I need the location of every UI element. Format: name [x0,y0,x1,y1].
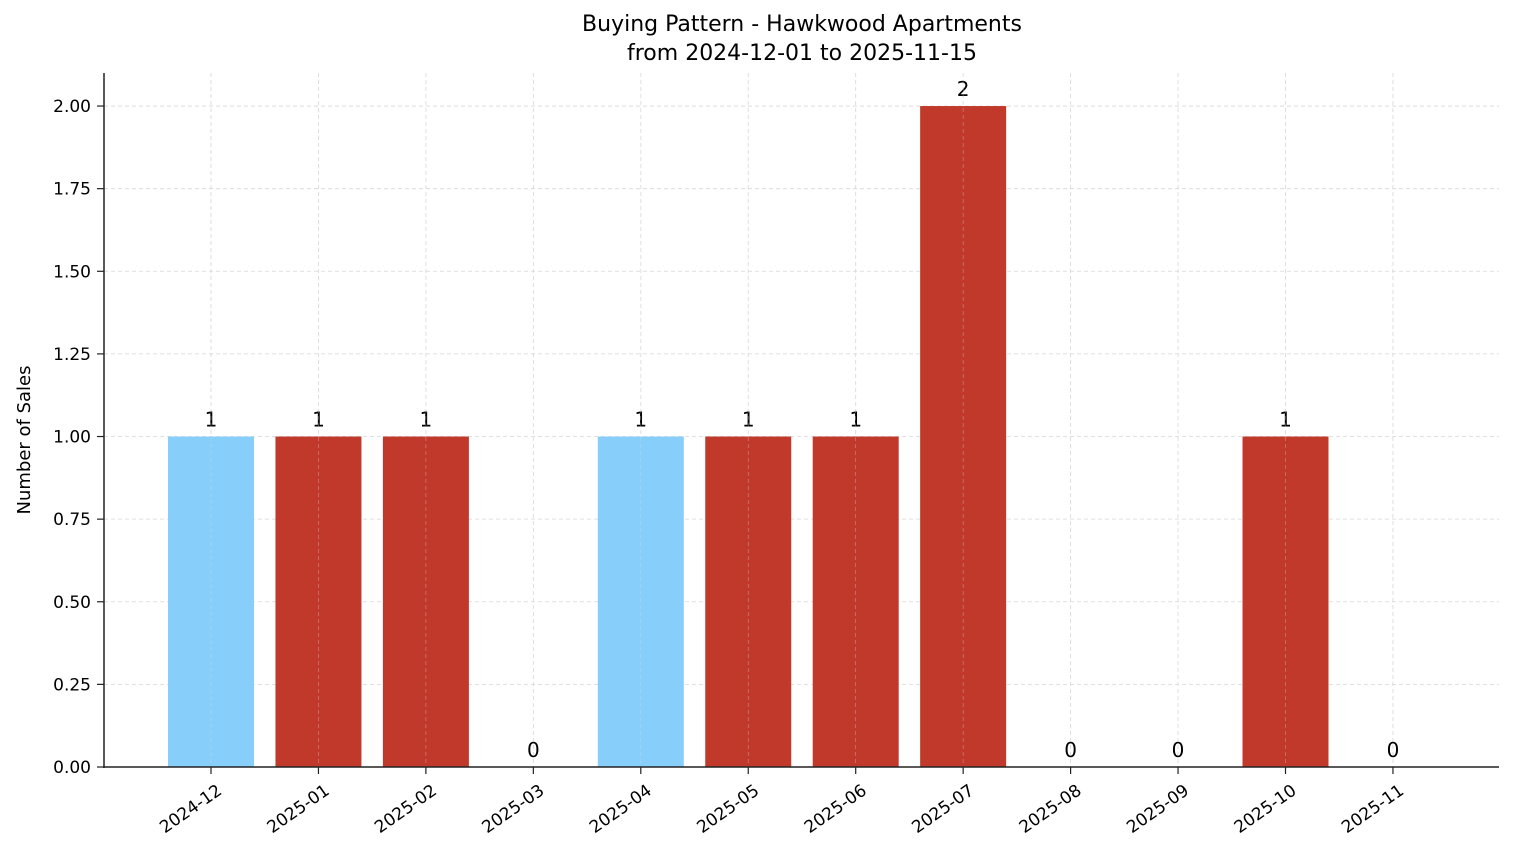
y-tick-label: 0.50 [53,593,91,613]
y-axis-label: Number of Sales [14,365,35,514]
chart-subtitle: from 2024-12-01 to 2025-11-15 [627,41,977,66]
bar-value-label: 0 [1172,738,1185,762]
x-tick-label: 2025-10 [1231,781,1301,838]
bar-value-label: 0 [527,738,540,762]
x-tick-label: 2024-12 [156,781,226,838]
x-tick-label: 2025-04 [586,781,656,838]
bar-value-label: 0 [1064,738,1077,762]
x-tick-label: 2025-03 [479,781,549,838]
x-tick-label: 2025-08 [1016,781,1086,838]
y-tick-label: 1.75 [53,180,91,200]
x-tick-label: 2025-05 [693,781,763,838]
x-tick-label: 2025-01 [264,781,334,838]
y-tick-label: 0.75 [53,510,91,530]
bar [920,106,1007,768]
x-tick-label: 2025-11 [1338,781,1408,838]
x-tick-label: 2025-06 [801,781,871,838]
y-tick-label: 1.00 [53,428,91,448]
x-tick-label: 2025-02 [371,781,441,838]
x-tick-label: 2025-07 [908,781,978,838]
y-tick-label: 2.00 [53,97,91,117]
x-tick-label: 2025-09 [1123,781,1193,838]
y-tick-label: 1.50 [53,262,91,282]
y-tick-label: 0.00 [53,758,91,778]
chart-title: Buying Pattern - Hawkwood Apartments fro… [0,10,1514,68]
y-tick-label: 0.25 [53,675,91,695]
chart-title-main: Buying Pattern - Hawkwood Apartments [582,12,1022,37]
y-tick-label: 1.25 [53,345,91,365]
bar-value-label: 0 [1387,738,1400,762]
